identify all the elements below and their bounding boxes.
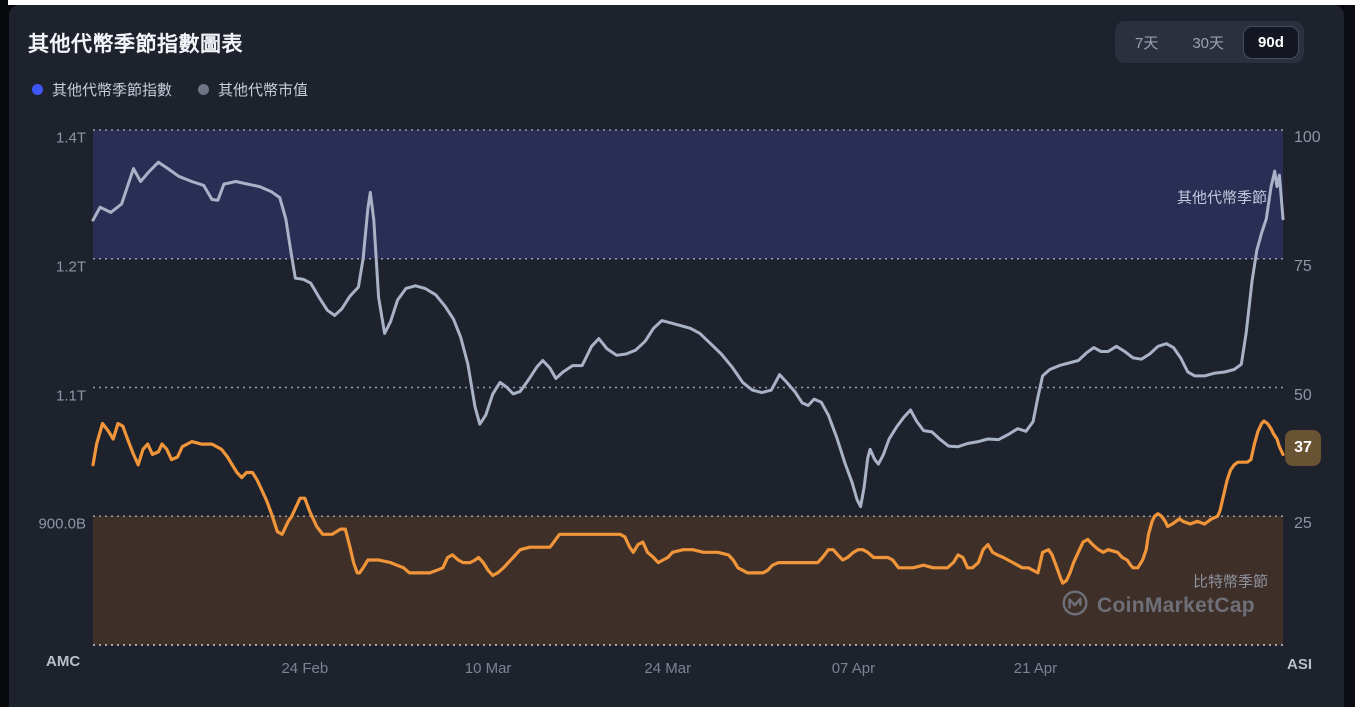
right-axis-tick: 100 xyxy=(1294,129,1321,146)
range-button-30天[interactable]: 30天 xyxy=(1177,24,1239,61)
x-axis-tick: 24 Feb xyxy=(281,660,329,677)
altcoin-season-band-label: 其他代幣季節 xyxy=(1176,189,1267,207)
left-axis-tick: 900.0B xyxy=(38,515,86,533)
left-axis-tick: 1.4T xyxy=(55,129,86,147)
watermark: CoinMarketCap xyxy=(1060,588,1255,623)
x-axis-tick: 21 Apr xyxy=(1013,660,1058,677)
page-title: 其他代幣季節指數圖表 xyxy=(28,33,243,56)
corner-label-asi: ASI xyxy=(1287,656,1313,673)
page-right-strip xyxy=(1344,5,1355,707)
right-axis-tick: 50 xyxy=(1294,386,1312,404)
legend-item-1[interactable]: 其他代幣市值 xyxy=(198,79,308,100)
left-axis-tick: 1.2T xyxy=(55,258,86,276)
left-axis-tick: 1.1T xyxy=(55,387,86,404)
chart-legend: 其他代幣季節指數 其他代幣市值 xyxy=(32,79,308,100)
plot-area[interactable] xyxy=(93,130,1283,645)
current-index-badge: 37 xyxy=(1285,430,1321,466)
right-axis-tick: 25 xyxy=(1294,515,1312,533)
right-axis-tick: 75 xyxy=(1294,257,1312,275)
season-index-line xyxy=(91,419,1285,585)
altcoin-season-band xyxy=(93,130,1283,259)
legend-label: 其他代幣季節指數 xyxy=(52,82,173,99)
legend-dot-icon xyxy=(198,84,210,95)
watermark-text: CoinMarketCap xyxy=(1097,593,1255,617)
market-cap-line xyxy=(91,160,1285,509)
x-axis-tick: 07 Apr xyxy=(831,660,876,677)
coinmarketcap-logo-icon xyxy=(1060,588,1090,623)
page-top-strip xyxy=(8,0,1355,5)
range-button-90d[interactable]: 90d xyxy=(1243,25,1299,59)
time-range-selector: 7天 30天 90d xyxy=(1115,21,1304,63)
x-axis-tick: 10 Mar xyxy=(464,660,512,677)
range-button-7天[interactable]: 7天 xyxy=(1120,24,1173,61)
bitcoin-season-band-label: 比特幣季節 xyxy=(1192,573,1268,591)
corner-label-amc: AMC xyxy=(46,653,81,670)
x-axis-tick: 24 Mar xyxy=(644,660,692,677)
legend-item-0[interactable]: 其他代幣季節指數 xyxy=(32,79,172,100)
bitcoin-season-band xyxy=(93,516,1283,645)
legend-dot-icon xyxy=(32,84,43,95)
legend-label: 其他代幣市值 xyxy=(218,82,309,99)
